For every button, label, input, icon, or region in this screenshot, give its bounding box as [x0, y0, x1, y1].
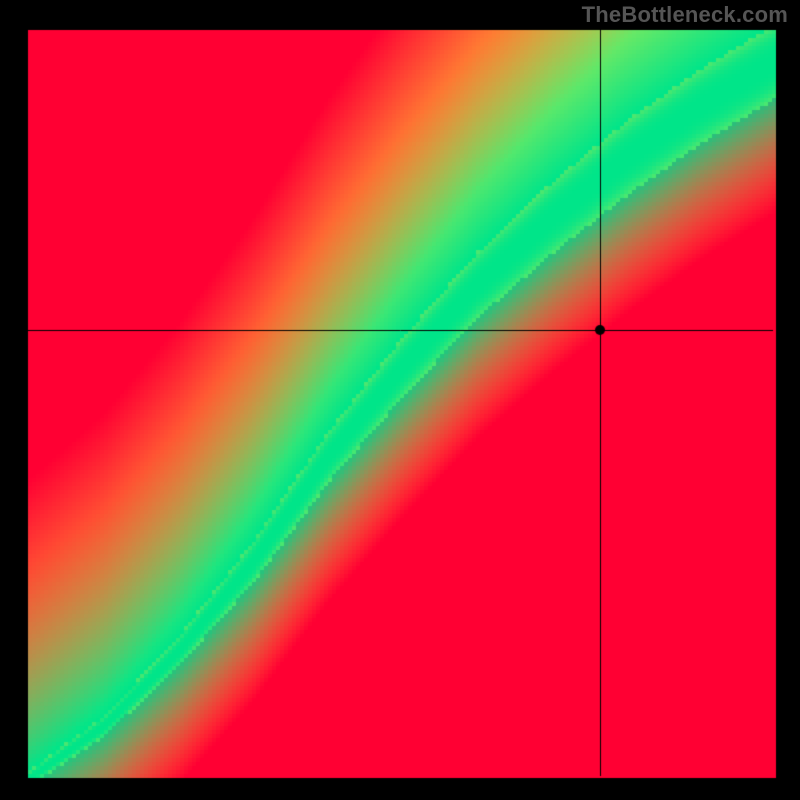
bottleneck-heatmap	[0, 0, 800, 800]
chart-container: TheBottleneck.com	[0, 0, 800, 800]
watermark-label: TheBottleneck.com	[582, 2, 788, 28]
